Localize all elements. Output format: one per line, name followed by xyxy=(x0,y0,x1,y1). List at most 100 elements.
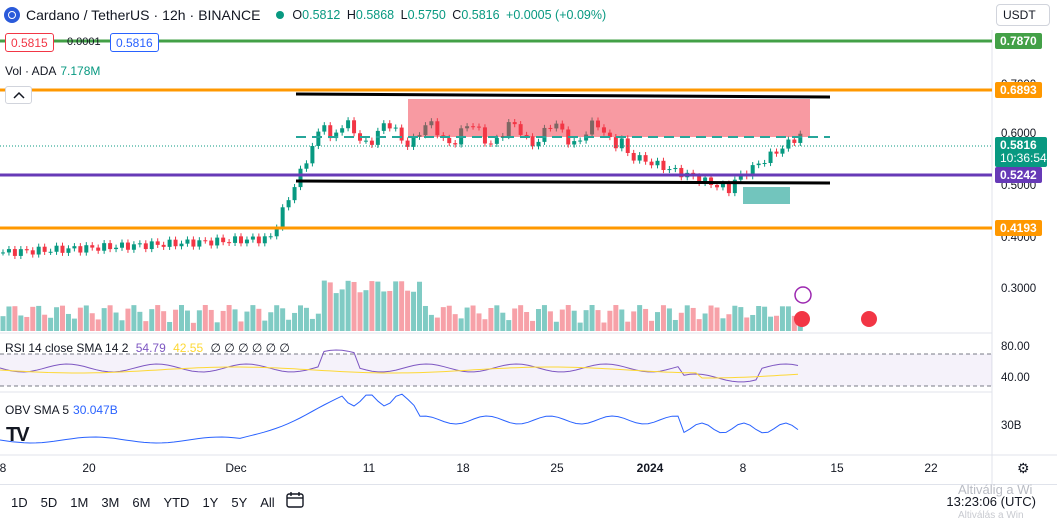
rsi-legend[interactable]: RSI 14 close SMA 14 2 54.79 42.55 ∅ ∅ ∅ … xyxy=(5,341,290,355)
volume-bar xyxy=(732,305,738,331)
candle-body xyxy=(738,173,743,180)
volume-bar xyxy=(357,292,363,331)
candle-body xyxy=(131,244,136,250)
tradingview-logo[interactable]: TV xyxy=(6,424,30,446)
volume-bar xyxy=(333,293,339,331)
bottom-toolbar: 1D 5D 1M 3M 6M YTD 1Y 5Y All 13:23:06 (U… xyxy=(0,484,1057,519)
volume-legend[interactable]: Vol · ADA 7.178M xyxy=(5,64,101,78)
candle-body xyxy=(798,133,803,143)
candle-body xyxy=(786,139,791,149)
utc-clock[interactable]: 13:23:06 (UTC) xyxy=(946,494,1036,509)
candle-body xyxy=(209,240,214,246)
candle-body xyxy=(363,140,368,142)
volume-bar xyxy=(589,305,595,331)
candle-body xyxy=(239,236,243,244)
sell-button[interactable]: 0.5815 xyxy=(5,33,54,52)
volume-bar xyxy=(601,322,607,331)
volume-bar xyxy=(643,308,649,331)
volume-bar xyxy=(143,321,149,331)
candle-body xyxy=(304,163,309,169)
candle-body xyxy=(726,183,731,194)
volume-bar xyxy=(315,313,321,331)
candle-body xyxy=(143,243,148,250)
spread-value: 0.0001 xyxy=(67,36,101,48)
volume-bar xyxy=(274,305,280,331)
candle-body xyxy=(66,248,71,253)
timeframe-1y[interactable]: 1Y xyxy=(202,494,219,510)
chart-canvas[interactable] xyxy=(0,0,1057,484)
volume-bar xyxy=(77,307,83,331)
volume-bar xyxy=(583,310,589,331)
volume-bar xyxy=(190,322,196,331)
timeframe-all[interactable]: All xyxy=(260,494,275,510)
volume-bar xyxy=(422,305,428,331)
symbol-name[interactable]: Cardano / TetherUS xyxy=(26,7,150,23)
volume-bar xyxy=(541,305,547,331)
volume-bar xyxy=(327,282,333,331)
candle-body xyxy=(673,167,678,170)
candle-body xyxy=(6,249,11,253)
candle-body xyxy=(768,151,773,164)
timeframe-ytd[interactable]: YTD xyxy=(163,494,190,510)
exchange: BINANCE xyxy=(198,7,261,23)
volume-bar xyxy=(363,290,369,331)
collapse-legend-button[interactable] xyxy=(5,86,32,104)
candle-body xyxy=(328,125,333,139)
candle-body xyxy=(60,245,65,253)
candle-body xyxy=(149,241,154,250)
candle-body xyxy=(619,138,624,149)
calendar-icon[interactable] xyxy=(286,491,304,508)
timeframe-6m[interactable]: 6M xyxy=(132,494,151,510)
candle-body xyxy=(42,246,47,252)
candle-body xyxy=(268,236,273,238)
time-tick: 25 xyxy=(550,461,564,475)
volume-bar xyxy=(6,306,12,331)
timeframe-5y[interactable]: 5Y xyxy=(231,494,248,510)
candle-body xyxy=(756,163,761,166)
candle-body xyxy=(286,200,291,208)
timeframe-3m[interactable]: 3M xyxy=(101,494,120,510)
volume-bar xyxy=(577,322,583,331)
candle-body xyxy=(494,137,499,144)
buy-button[interactable]: 0.5816 xyxy=(110,33,159,52)
candle-body xyxy=(48,251,53,253)
candle-body xyxy=(393,127,398,129)
currency-selector[interactable]: USDT xyxy=(996,4,1050,26)
obv-legend[interactable]: OBV SMA 5 30.047B xyxy=(5,403,118,417)
volume-bar xyxy=(559,309,565,331)
price-tick: 0.3000 xyxy=(1001,283,1037,295)
volume-bar xyxy=(107,305,113,331)
chevron-up-icon xyxy=(12,91,25,99)
volume-bar xyxy=(524,312,530,331)
interval[interactable]: 12h xyxy=(162,7,186,23)
candle-body xyxy=(191,239,196,247)
candle-body xyxy=(54,245,59,252)
time-tick: 22 xyxy=(924,461,938,475)
volume-bar xyxy=(101,308,107,331)
gear-icon[interactable]: ⚙ xyxy=(1017,460,1030,476)
volume-bar xyxy=(95,319,101,331)
timeframe-5d[interactable]: 5D xyxy=(40,494,58,510)
volume-bar xyxy=(202,305,208,331)
supply-zone xyxy=(408,99,810,137)
rsi-sma-line xyxy=(0,366,799,379)
candle-body xyxy=(399,127,404,141)
bar-countdown: 10:36:54 xyxy=(1000,151,1047,165)
volume-bar xyxy=(256,308,262,331)
timeframe-1d[interactable]: 1D xyxy=(11,494,28,510)
level-tag: 0.6893 xyxy=(995,82,1042,98)
volume-bar xyxy=(756,306,762,331)
volume-bar xyxy=(113,312,119,331)
obv-line xyxy=(0,393,799,444)
candle-body xyxy=(197,240,202,247)
candle-body xyxy=(185,239,190,244)
volume-bar xyxy=(244,311,250,331)
us-flag-icon xyxy=(861,311,877,327)
candle-body xyxy=(792,139,797,143)
candle-body xyxy=(643,155,648,162)
volume-bar xyxy=(738,307,744,331)
candle-body xyxy=(167,239,172,247)
candle-body xyxy=(679,167,684,178)
timeframe-1m[interactable]: 1M xyxy=(70,494,89,510)
volume-bar xyxy=(452,314,458,331)
